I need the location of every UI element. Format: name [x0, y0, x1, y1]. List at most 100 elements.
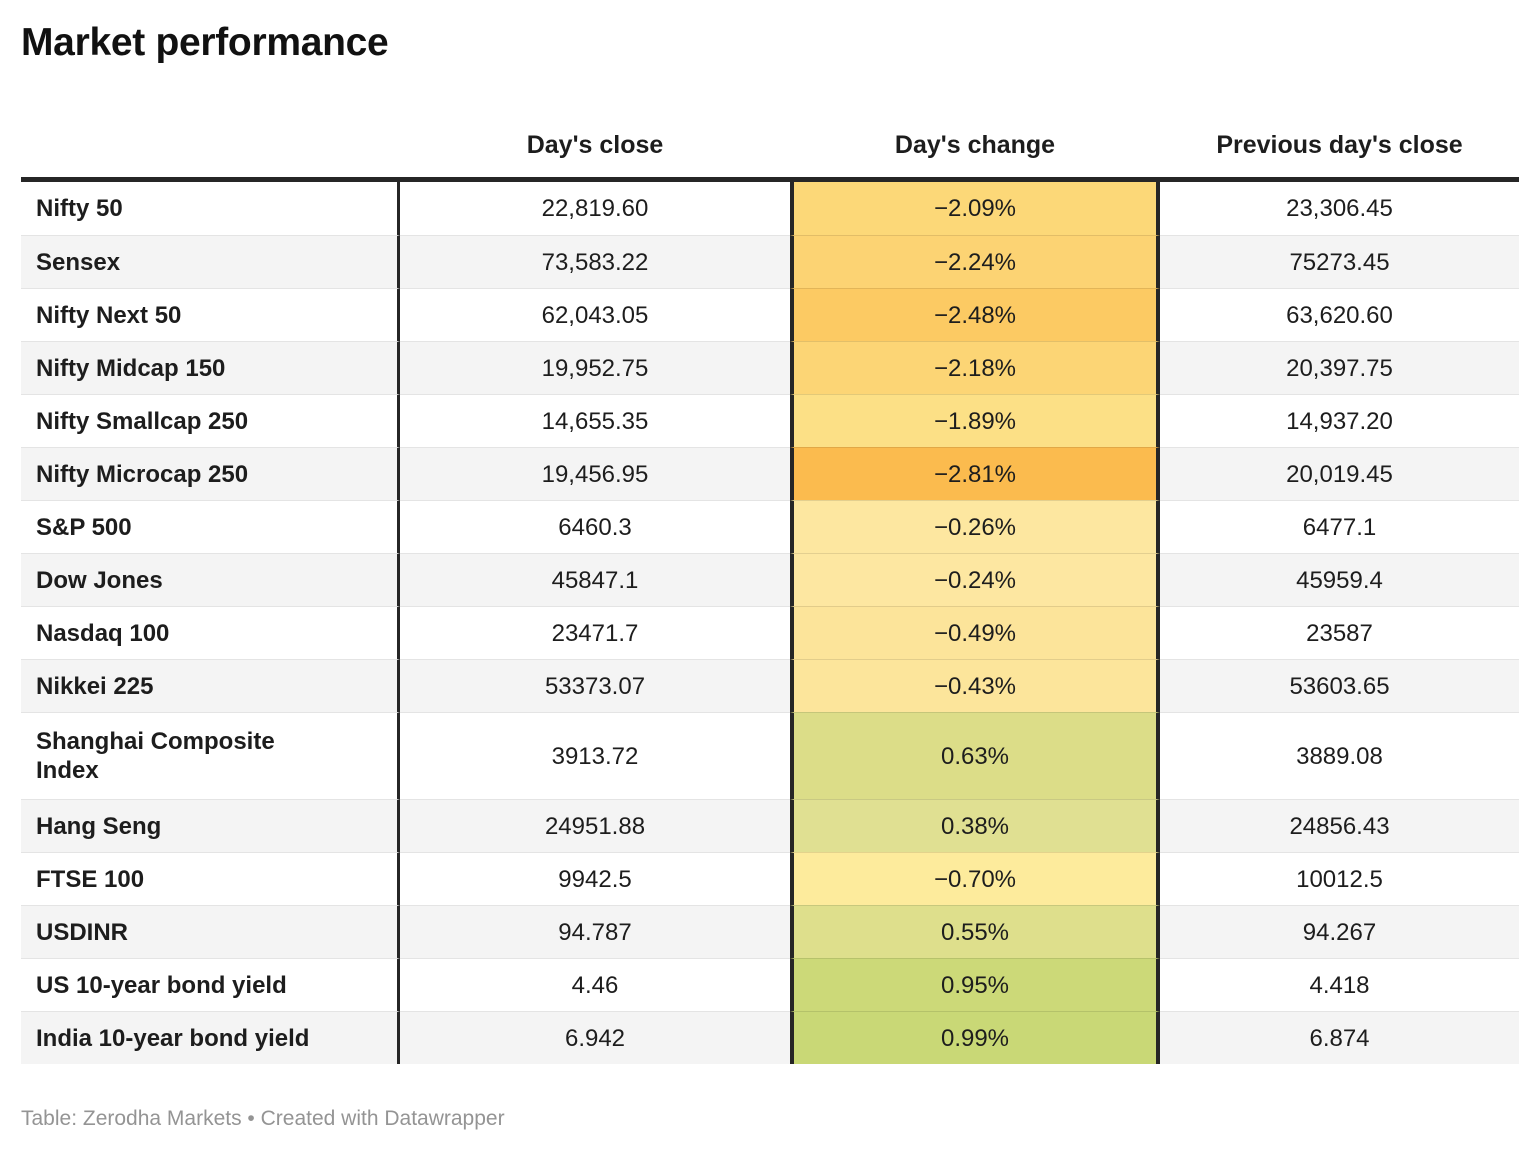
prev-days-close-cell: 20,397.75	[1160, 341, 1519, 394]
days-close-cell: 19,456.95	[400, 447, 790, 500]
prev-days-close-cell: 20,019.45	[1160, 447, 1519, 500]
row-label: India 10-year bond yield	[36, 1024, 310, 1052]
prev-days-close-cell: 23,306.45	[1160, 182, 1519, 235]
days-change-heatmap-cell: −1.89%	[790, 394, 1160, 447]
days-close-cell: 4.46	[400, 958, 790, 1011]
days-close-cell: 6.942	[400, 1011, 790, 1064]
table-row: FTSE 100 9942.5 −0.70% 10012.5	[21, 852, 1519, 905]
row-label-cell: US 10-year bond yield	[21, 958, 400, 1011]
row-label-cell: Hang Seng	[21, 799, 400, 852]
row-label-cell: USDINR	[21, 905, 400, 958]
table-row: Dow Jones 45847.1 −0.24% 45959.4	[21, 553, 1519, 606]
days-change-heatmap-cell: −0.24%	[790, 553, 1160, 606]
prev-days-close-cell: 45959.4	[1160, 553, 1519, 606]
row-label-cell: Nifty Next 50	[21, 288, 400, 341]
table-row: Nifty 50 22,819.60 −2.09% 23,306.45	[21, 182, 1519, 235]
days-change-heatmap-cell: −0.70%	[790, 852, 1160, 905]
table-credit: Table: Zerodha Markets • Created with Da…	[21, 1107, 505, 1130]
days-change-heatmap-cell: −2.24%	[790, 235, 1160, 288]
row-label-cell: FTSE 100	[21, 852, 400, 905]
column-header-entity	[21, 130, 400, 160]
table-row: Nikkei 225 53373.07 −0.43% 53603.65	[21, 659, 1519, 712]
row-label: USDINR	[36, 918, 129, 946]
row-label: Nifty 50	[36, 195, 123, 222]
row-label: FTSE 100	[36, 865, 145, 893]
days-close-cell: 94.787	[400, 905, 790, 958]
row-label-cell: Nikkei 225	[21, 659, 400, 712]
column-header-prev-close: Previous day's close	[1216, 131, 1463, 159]
row-label: Dow Jones	[36, 566, 163, 594]
table-row: India 10-year bond yield 6.942 0.99% 6.8…	[21, 1011, 1519, 1064]
prev-days-close-cell: 14,937.20	[1160, 394, 1519, 447]
prev-days-close-cell: 75273.45	[1160, 235, 1519, 288]
row-label-cell: Sensex	[21, 235, 400, 288]
page: Market performance Day's close Day's cha…	[21, 21, 1519, 1130]
row-label: Nifty Smallcap 250	[36, 407, 249, 435]
table-row: Nifty Microcap 250 19,456.95 −2.81% 20,0…	[21, 447, 1519, 500]
days-close-cell: 24951.88	[400, 799, 790, 852]
days-change-heatmap-cell: −2.18%	[790, 341, 1160, 394]
row-label-cell: Dow Jones	[21, 553, 400, 606]
days-change-heatmap-cell: 0.95%	[790, 958, 1160, 1011]
table-row: Sensex 73,583.22 −2.24% 75273.45	[21, 235, 1519, 288]
row-label-cell: Nifty Midcap 150	[21, 341, 400, 394]
row-label-cell: Nifty Microcap 250	[21, 447, 400, 500]
days-change-heatmap-cell: −0.26%	[790, 500, 1160, 553]
table-row: Shanghai Composite Index 3913.72 0.63% 3…	[21, 712, 1519, 799]
row-label: Nikkei 225	[36, 672, 154, 700]
row-label: Nifty Next 50	[36, 301, 182, 329]
days-change-heatmap-cell: −2.48%	[790, 288, 1160, 341]
days-change-heatmap-cell: −0.43%	[790, 659, 1160, 712]
days-change-heatmap-cell: 0.38%	[790, 799, 1160, 852]
days-close-cell: 9942.5	[400, 852, 790, 905]
row-label: US 10-year bond yield	[36, 971, 287, 999]
table-row: Nifty Smallcap 250 14,655.35 −1.89% 14,9…	[21, 394, 1519, 447]
column-header-days-close: Day's close	[526, 131, 664, 159]
row-label-cell: Shanghai Composite Index	[21, 712, 400, 799]
row-label: Nasdaq 100	[36, 619, 170, 647]
column-header-days-change: Day's change	[894, 131, 1056, 159]
days-close-cell: 22,819.60	[400, 182, 790, 235]
days-close-cell: 3913.72	[400, 712, 790, 799]
prev-days-close-cell: 6.874	[1160, 1011, 1519, 1064]
market-performance-table: Nifty 50 22,819.60 −2.09% 23,306.45 Sens…	[21, 177, 1519, 1064]
table-row: Hang Seng 24951.88 0.38% 24856.43	[21, 799, 1519, 852]
prev-days-close-cell: 24856.43	[1160, 799, 1519, 852]
table-row: Nifty Midcap 150 19,952.75 −2.18% 20,397…	[21, 341, 1519, 394]
table-row: Nifty Next 50 62,043.05 −2.48% 63,620.60	[21, 288, 1519, 341]
table-row: S&P 500 6460.3 −0.26% 6477.1	[21, 500, 1519, 553]
page-title: Market performance	[21, 21, 389, 64]
row-label-cell: S&P 500	[21, 500, 400, 553]
prev-days-close-cell: 94.267	[1160, 905, 1519, 958]
row-label-cell: Nifty 50	[21, 182, 400, 235]
days-close-cell: 14,655.35	[400, 394, 790, 447]
prev-days-close-cell: 53603.65	[1160, 659, 1519, 712]
prev-days-close-cell: 3889.08	[1160, 712, 1519, 799]
days-close-cell: 73,583.22	[400, 235, 790, 288]
days-change-heatmap-cell: 0.63%	[790, 712, 1160, 799]
days-change-heatmap-cell: −0.49%	[790, 606, 1160, 659]
row-label: Nifty Microcap 250	[36, 460, 249, 488]
table-row: USDINR 94.787 0.55% 94.267	[21, 905, 1519, 958]
table-body: Nifty 50 22,819.60 −2.09% 23,306.45 Sens…	[21, 182, 1519, 1064]
prev-days-close-cell: 6477.1	[1160, 500, 1519, 553]
row-label: Nifty Midcap 150	[36, 354, 226, 382]
days-close-cell: 62,043.05	[400, 288, 790, 341]
row-label-cell: Nasdaq 100	[21, 606, 400, 659]
row-label: Hang Seng	[36, 812, 162, 840]
days-change-heatmap-cell: −2.09%	[790, 182, 1160, 235]
prev-days-close-cell: 23587	[1160, 606, 1519, 659]
prev-days-close-cell: 4.418	[1160, 958, 1519, 1011]
days-change-heatmap-cell: 0.99%	[790, 1011, 1160, 1064]
days-close-cell: 6460.3	[400, 500, 790, 553]
days-close-cell: 19,952.75	[400, 341, 790, 394]
row-label-cell: India 10-year bond yield	[21, 1011, 400, 1064]
row-label: Sensex	[36, 248, 121, 276]
prev-days-close-cell: 63,620.60	[1160, 288, 1519, 341]
row-label: S&P 500	[36, 513, 132, 541]
table-row: Nasdaq 100 23471.7 −0.49% 23587	[21, 606, 1519, 659]
days-change-heatmap-cell: −2.81%	[790, 447, 1160, 500]
days-close-cell: 45847.1	[400, 553, 790, 606]
row-label-cell: Nifty Smallcap 250	[21, 394, 400, 447]
column-headers: Day's close Day's change Previous day's …	[21, 130, 1519, 177]
